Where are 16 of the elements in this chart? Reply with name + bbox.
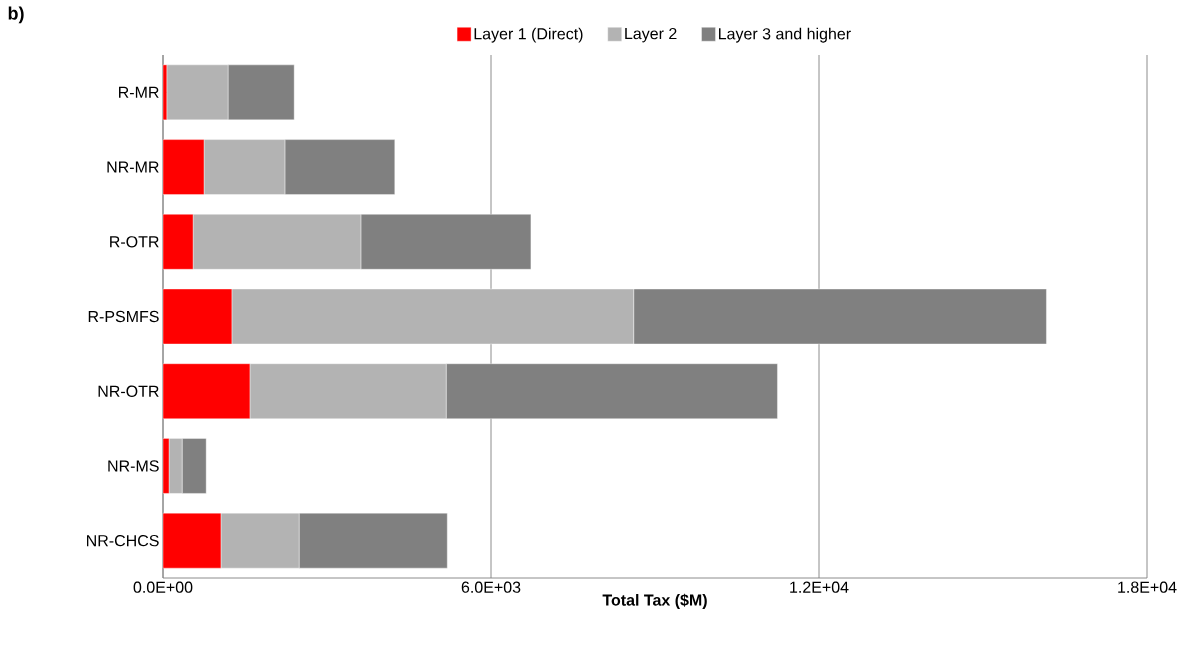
y-tick-label: R-PSMFS	[88, 310, 159, 323]
y-tick-label: NR-MR	[107, 161, 159, 173]
x-tick-label: 1.8E+04	[1118, 581, 1177, 593]
legend-label: Layer 3 and higher	[719, 27, 851, 43]
y-tick-label: NR-MS	[108, 460, 159, 472]
x-tick-label: 1.2E+04	[790, 581, 849, 593]
text: b)	[8, 6, 24, 24]
y-tick-label: NR-CHCS	[87, 534, 159, 547]
y-tick-label: R-OTR	[110, 236, 159, 248]
x-axis-title: Total Tax ($M)	[602, 593, 707, 609]
y-tick-label: R-MR	[119, 86, 159, 98]
x-tick-label: 0.0E+00	[133, 581, 193, 593]
x-tick-label: 6.0E+03	[461, 581, 521, 593]
legend-label: Layer 2	[625, 27, 677, 43]
y-tick-label: NR-OTR	[98, 385, 159, 397]
legend-label: Layer 1 (Direct)	[474, 27, 583, 43]
